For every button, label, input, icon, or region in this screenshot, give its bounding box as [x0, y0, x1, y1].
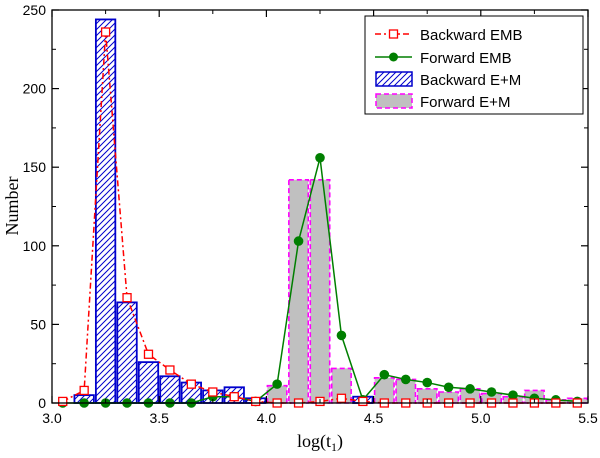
- y-tick-label: 250: [23, 2, 47, 18]
- x-tick-label: 5.0: [471, 410, 491, 426]
- y-tick-label: 100: [23, 238, 47, 254]
- forward-em-bars: [266, 178, 588, 404]
- forward-emb-point: [400, 374, 411, 385]
- legend-label-forward-emb: Forward EMB: [420, 50, 512, 67]
- forward-emb-point: [315, 152, 325, 163]
- backward-emb-point: [336, 393, 347, 403]
- backward-emb-point: [79, 385, 89, 396]
- legend-item-backward-emb: Backward EMB: [375, 27, 523, 44]
- backward-emb-point: [186, 379, 197, 389]
- y-axis-label: Number: [2, 177, 22, 236]
- forward-emb-point: [379, 369, 390, 380]
- y-tick-label: 50: [30, 316, 46, 332]
- x-tick-label: 4.5: [364, 410, 384, 426]
- backward-emb-point: [208, 387, 218, 397]
- backward-emb-point: [229, 392, 239, 402]
- backward-em-bar: [116, 301, 138, 404]
- legend-item-forward-em: Forward E+M: [375, 93, 510, 111]
- backward-em-bars: [73, 18, 374, 404]
- backward-emb-point: [358, 396, 368, 407]
- x-tick-label: 3.5: [149, 410, 169, 426]
- legend-label-forward-em: Forward E+M: [420, 94, 510, 111]
- forward-emb-point: [465, 384, 475, 394]
- legend-item-backward-em: Backward E+M: [375, 71, 521, 89]
- backward-emb-point: [58, 396, 68, 407]
- legend-item-forward-emb: Forward EMB: [375, 50, 512, 67]
- x-tick-label: 4.0: [257, 410, 277, 426]
- x-tick-label: 3.0: [42, 410, 62, 426]
- forward-emb-point: [293, 236, 304, 246]
- x-tick-label: 5.5: [578, 410, 598, 426]
- forward-emb-point: [336, 330, 347, 341]
- backward-em-bar: [137, 361, 160, 404]
- backward-emb-point: [251, 396, 261, 407]
- legend: Backward EMB Forward EMB Backward E+M Fo…: [364, 15, 584, 115]
- backward-emb-point: [165, 365, 175, 375]
- forward-emb-point: [508, 390, 518, 400]
- backward-emb-point: [100, 27, 111, 37]
- y-tick-label: 200: [23, 81, 47, 97]
- x-axis: 3.0 3.5 4.0 4.5 5.0 5.5: [42, 10, 598, 426]
- legend-label-backward-emb: Backward EMB: [420, 27, 523, 44]
- y-tick-label: 0: [38, 395, 46, 411]
- backward-emb-point: [122, 293, 132, 303]
- forward-em-bar: [330, 367, 352, 404]
- backward-emb-point: [143, 349, 154, 359]
- y-axis: 0 50 100 150 200 250: [23, 2, 588, 411]
- forward-emb-point: [272, 379, 282, 389]
- x-axis-label: log(t1): [297, 431, 343, 454]
- legend-label-backward-em: Backward E+M: [420, 72, 521, 89]
- y-tick-label: 150: [23, 159, 47, 175]
- backward-em-bar: [94, 18, 117, 404]
- forward-emb-point: [422, 377, 433, 388]
- forward-emb-point: [486, 387, 497, 397]
- forward-emb-point: [443, 382, 454, 393]
